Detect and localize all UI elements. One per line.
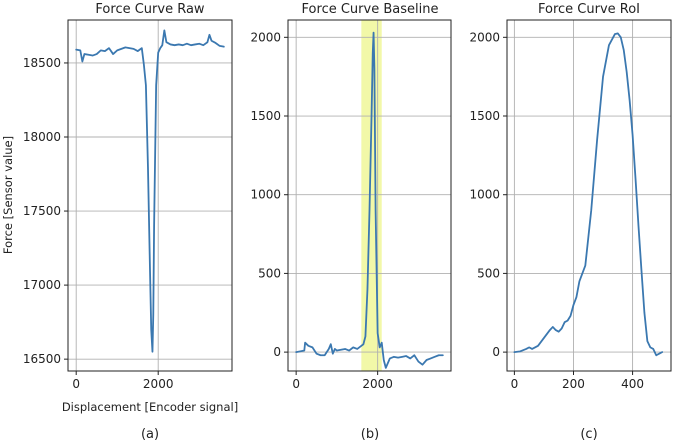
panel-a-xlabel: Displacement [Encoder signal]	[62, 400, 238, 414]
y-tick-label: 18500	[23, 56, 61, 70]
panel-c-title: Force Curve RoI	[538, 2, 640, 17]
x-tick-label: 400	[621, 377, 644, 391]
panel-c-ticks: 0 200 400 0 500 1000 1500 2000	[469, 30, 644, 391]
panel-a: 0 2000 16500 17000 17500 18000 18500 Force Cur…	[1, 2, 238, 442]
y-tick-label: 2000	[250, 30, 281, 44]
y-tick-label: 1000	[469, 188, 500, 202]
y-tick-label: 17000	[23, 278, 61, 292]
panel-b-axes-frame	[287, 19, 452, 372]
x-tick-label: 2000	[362, 377, 393, 391]
panel-a-ticks: 0 2000 16500 17000 17500 18000 18500	[23, 56, 174, 391]
panel-a-ylabel: Force [Sensor value]	[1, 136, 15, 254]
panel-a-axes-frame	[67, 19, 233, 372]
panel-b: 0 2000 0 500 1000 1500 2000 Force Curve Baseli…	[250, 2, 452, 442]
x-tick-label: 0	[511, 377, 519, 391]
y-tick-label: 0	[492, 345, 500, 359]
panel-b-title: Force Curve Baseline	[302, 2, 439, 17]
y-tick-label: 1500	[250, 109, 281, 123]
panel-c-series-line	[513, 32, 664, 357]
x-tick-label: 2000	[143, 377, 174, 391]
x-tick-label: 200	[562, 377, 585, 391]
x-tick-label: 0	[72, 377, 80, 391]
y-tick-label: 500	[477, 266, 500, 280]
panel-a-title: Force Curve Raw	[95, 2, 205, 17]
panel-c-caption: (c)	[580, 427, 597, 442]
panel-b-ticks: 0 2000 0 500 1000 1500 2000	[250, 30, 392, 391]
y-tick-label: 0	[273, 345, 281, 359]
y-tick-label: 2000	[469, 30, 500, 44]
y-tick-label: 1500	[469, 109, 500, 123]
panel-c-grid	[507, 20, 671, 371]
panel-a-caption: (a)	[141, 427, 159, 442]
panel-a-grid	[68, 20, 232, 371]
x-tick-label: 0	[292, 377, 300, 391]
y-tick-label: 16500	[23, 352, 61, 366]
panel-b-caption: (b)	[361, 427, 379, 442]
y-tick-label: 500	[258, 266, 281, 280]
panel-a-series-line	[75, 29, 225, 353]
panel-b-series-line	[295, 31, 444, 369]
y-tick-label: 17500	[23, 204, 61, 218]
y-tick-label: 1000	[250, 188, 281, 202]
y-tick-label: 18000	[23, 130, 61, 144]
panel-c-axes-frame	[506, 19, 672, 372]
